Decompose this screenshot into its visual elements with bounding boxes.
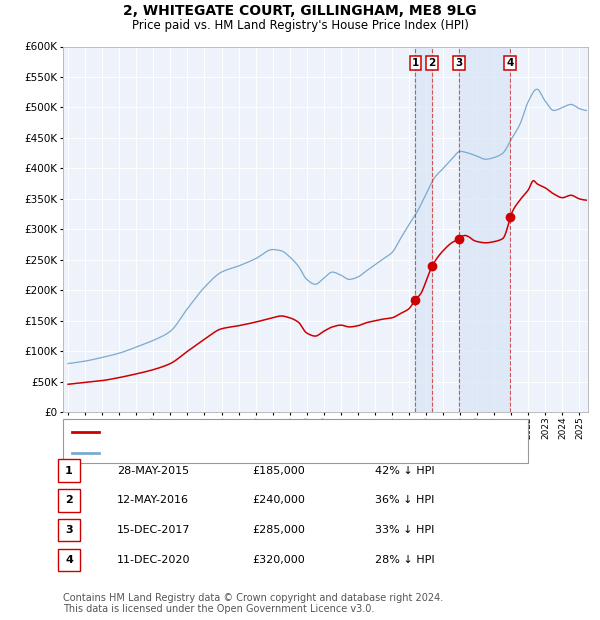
Text: £185,000: £185,000 xyxy=(252,466,305,476)
Text: £285,000: £285,000 xyxy=(252,525,305,535)
Text: 4: 4 xyxy=(65,555,73,565)
Text: 28% ↓ HPI: 28% ↓ HPI xyxy=(375,555,434,565)
Text: 28-MAY-2015: 28-MAY-2015 xyxy=(117,466,189,476)
Text: 36% ↓ HPI: 36% ↓ HPI xyxy=(375,495,434,505)
Bar xyxy=(460,46,511,412)
Text: 1: 1 xyxy=(65,466,73,476)
Text: Contains HM Land Registry data © Crown copyright and database right 2024.
This d: Contains HM Land Registry data © Crown c… xyxy=(63,593,443,614)
Text: 15-DEC-2017: 15-DEC-2017 xyxy=(117,525,191,535)
Text: 2: 2 xyxy=(428,58,436,68)
Text: 42% ↓ HPI: 42% ↓ HPI xyxy=(375,466,434,476)
Text: 11-DEC-2020: 11-DEC-2020 xyxy=(117,555,191,565)
Bar xyxy=(415,46,432,412)
Text: £320,000: £320,000 xyxy=(252,555,305,565)
Text: Price paid vs. HM Land Registry's House Price Index (HPI): Price paid vs. HM Land Registry's House … xyxy=(131,19,469,32)
Text: 2: 2 xyxy=(65,495,73,505)
Text: 1: 1 xyxy=(412,58,419,68)
Text: 33% ↓ HPI: 33% ↓ HPI xyxy=(375,525,434,535)
Text: 3: 3 xyxy=(65,525,73,535)
Text: 2, WHITEGATE COURT, GILLINGHAM, ME8 9LG: 2, WHITEGATE COURT, GILLINGHAM, ME8 9LG xyxy=(123,4,477,19)
Text: HPI: Average price, detached house, Medway: HPI: Average price, detached house, Medw… xyxy=(103,448,329,458)
Text: 2, WHITEGATE COURT, GILLINGHAM, ME8 9LG (detached house): 2, WHITEGATE COURT, GILLINGHAM, ME8 9LG … xyxy=(103,427,422,437)
Text: 4: 4 xyxy=(507,58,514,68)
Text: 12-MAY-2016: 12-MAY-2016 xyxy=(117,495,189,505)
Text: £240,000: £240,000 xyxy=(252,495,305,505)
Text: 3: 3 xyxy=(455,58,463,68)
